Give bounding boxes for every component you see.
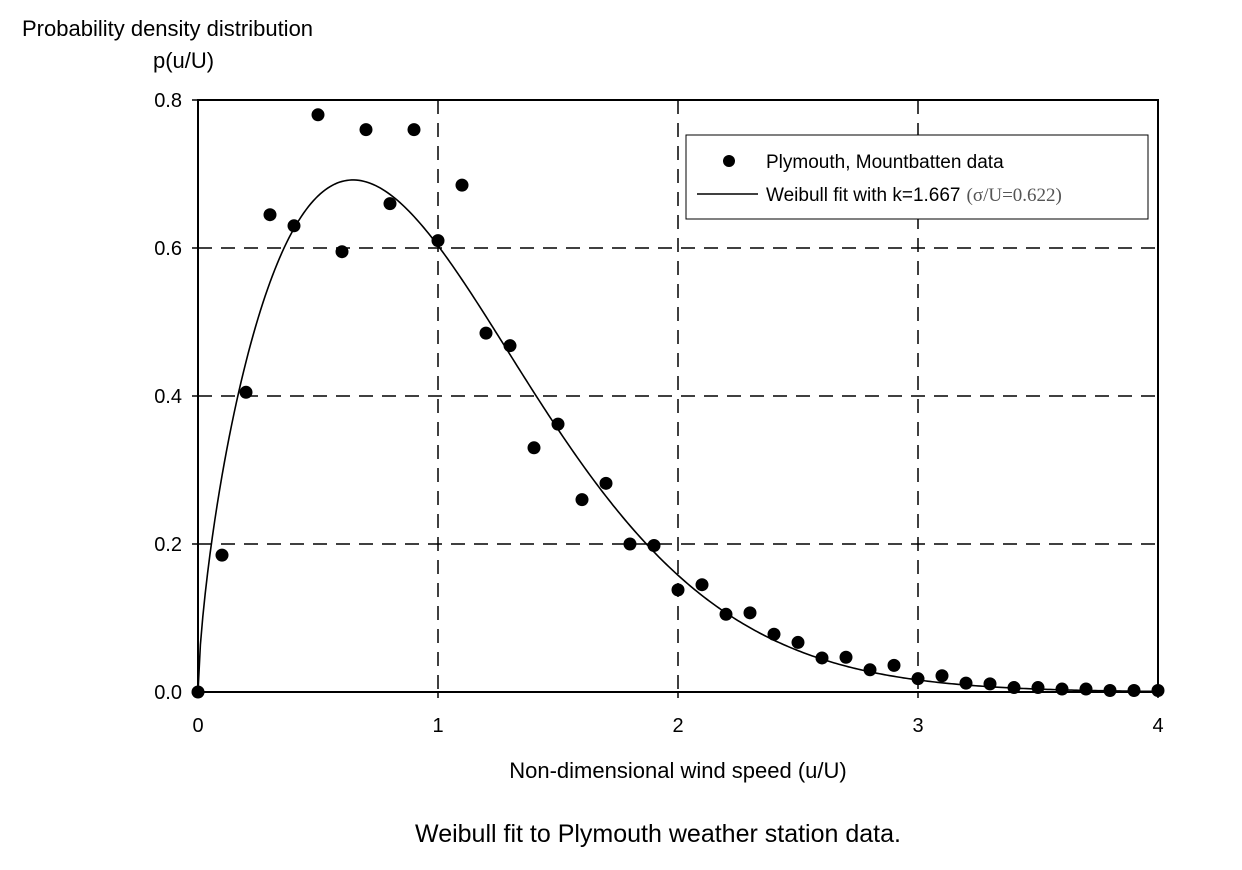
data-point-26 [815, 651, 829, 665]
data-point-7 [359, 123, 373, 137]
weibull-curve-layer [197, 179, 1159, 693]
legend-marker-points [723, 155, 735, 167]
legend-label-line-main: Weibull fit with k=1.667 [766, 185, 961, 206]
data-point-3 [263, 208, 277, 222]
data-point-28 [863, 663, 877, 677]
y-tick-label-4: 0.8 [154, 90, 182, 112]
data-point-21 [695, 578, 709, 592]
y-tick-label-0: 0.0 [154, 682, 182, 704]
data-point-33 [983, 677, 997, 691]
data-point-10 [431, 234, 445, 248]
x-tick-label-1: 1 [432, 715, 443, 737]
data-point-1 [215, 548, 229, 562]
data-point-2 [239, 385, 253, 399]
legend-label-line: Weibull fit with k=1.667 (σ/U=0.622) [766, 185, 1062, 206]
x-tick-label-4: 4 [1152, 715, 1163, 737]
data-point-4 [287, 219, 301, 233]
data-point-5 [311, 108, 325, 122]
data-point-38 [1103, 684, 1117, 698]
data-point-13 [503, 339, 517, 353]
data-point-23 [743, 606, 757, 620]
y-tick-label-2: 0.4 [154, 386, 182, 408]
legend-box [685, 134, 1149, 220]
data-point-25 [791, 635, 805, 649]
data-point-22 [719, 607, 733, 621]
data-point-6 [335, 245, 349, 259]
x-tick-label-3: 3 [912, 715, 923, 737]
data-point-14 [527, 441, 541, 455]
legend-label-line-extra: (σ/U=0.622) [967, 185, 1062, 206]
data-point-15 [551, 417, 565, 431]
data-point-34 [1007, 681, 1021, 695]
y-axis-label-line2: p(u/U) [153, 48, 215, 73]
data-points-layer [191, 108, 1165, 699]
y-tick-label-3: 0.6 [154, 238, 182, 260]
data-point-9 [407, 123, 421, 137]
data-point-20 [671, 583, 685, 597]
tick-labels: 0.0 0.2 0.4 0.6 0.8 0 1 2 3 4 [154, 90, 1163, 737]
x-tick-label-0: 0 [192, 715, 203, 737]
y-tick-label-1: 0.2 [154, 534, 182, 556]
figure-caption: Weibull fit to Plymouth weather station … [415, 820, 901, 848]
y-axis-label-line1: Probability density distribution [22, 16, 314, 41]
data-point-24 [767, 627, 781, 641]
data-point-35 [1031, 681, 1045, 695]
data-point-12 [479, 326, 493, 340]
x-axis-label: Non-dimensional wind speed (u/U) [509, 758, 847, 783]
data-point-16 [575, 493, 589, 507]
data-point-8 [383, 197, 397, 211]
legend-label-points: Plymouth, Mountbatten data [766, 152, 1004, 173]
data-point-19 [647, 538, 661, 552]
data-point-31 [935, 669, 949, 683]
legend: Plymouth, Mountbatten data Weibull fit w… [685, 134, 1149, 220]
data-point-17 [599, 476, 613, 490]
data-point-27 [839, 650, 853, 664]
data-point-37 [1079, 682, 1093, 696]
data-point-11 [455, 178, 469, 192]
x-tick-label-2: 2 [672, 715, 683, 737]
data-point-18 [623, 537, 637, 551]
data-point-30 [911, 672, 925, 686]
weibull-fit-line [197, 179, 1159, 693]
data-point-29 [887, 658, 901, 672]
data-point-36 [1055, 682, 1069, 696]
data-point-39 [1127, 684, 1141, 698]
data-point-32 [959, 676, 973, 690]
